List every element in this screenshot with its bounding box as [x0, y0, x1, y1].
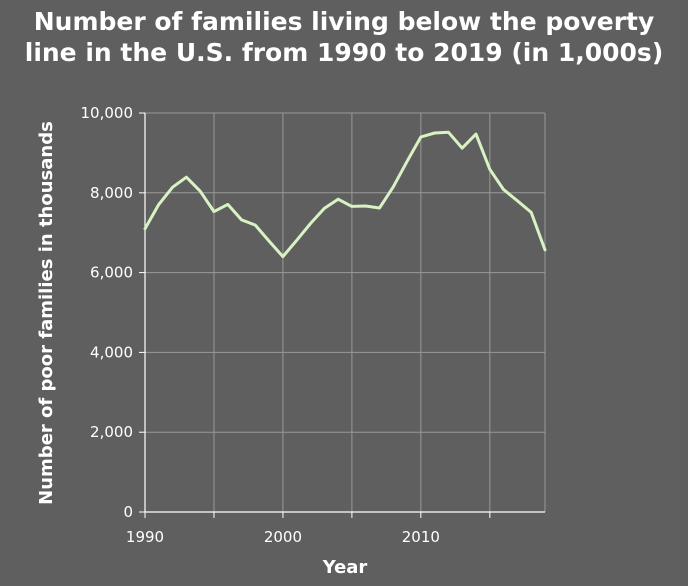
x-tick-label: 1990	[126, 528, 164, 546]
y-tick-label: 2,000	[90, 423, 133, 441]
x-tick-label: 2010	[402, 528, 440, 546]
axes	[139, 112, 545, 518]
grid-lines	[144, 112, 546, 513]
x-axis-title: Year	[322, 557, 368, 578]
y-axis-title: Number of poor families in thousands	[36, 121, 57, 505]
series-line	[143, 130, 547, 259]
series-layer	[143, 130, 547, 259]
chart-title-line-2: line in the U.S. from 1990 to 2019 (in 1…	[24, 38, 664, 67]
y-tick-label: 6,000	[90, 264, 133, 282]
chart-title-line-1: Number of families living below the pove…	[33, 7, 655, 36]
chart-title: Number of families living below the pove…	[0, 6, 688, 68]
tick-labels: 0 2,000 4,000 6,000 8,000 10,000 1990 2000 2010	[81, 104, 440, 546]
y-tick-label: 4,000	[90, 343, 133, 361]
y-tick-label: 0	[123, 503, 133, 521]
x-tick-label: 2000	[264, 528, 302, 546]
y-tick-label: 10,000	[81, 104, 134, 122]
y-tick-label: 8,000	[90, 184, 133, 202]
